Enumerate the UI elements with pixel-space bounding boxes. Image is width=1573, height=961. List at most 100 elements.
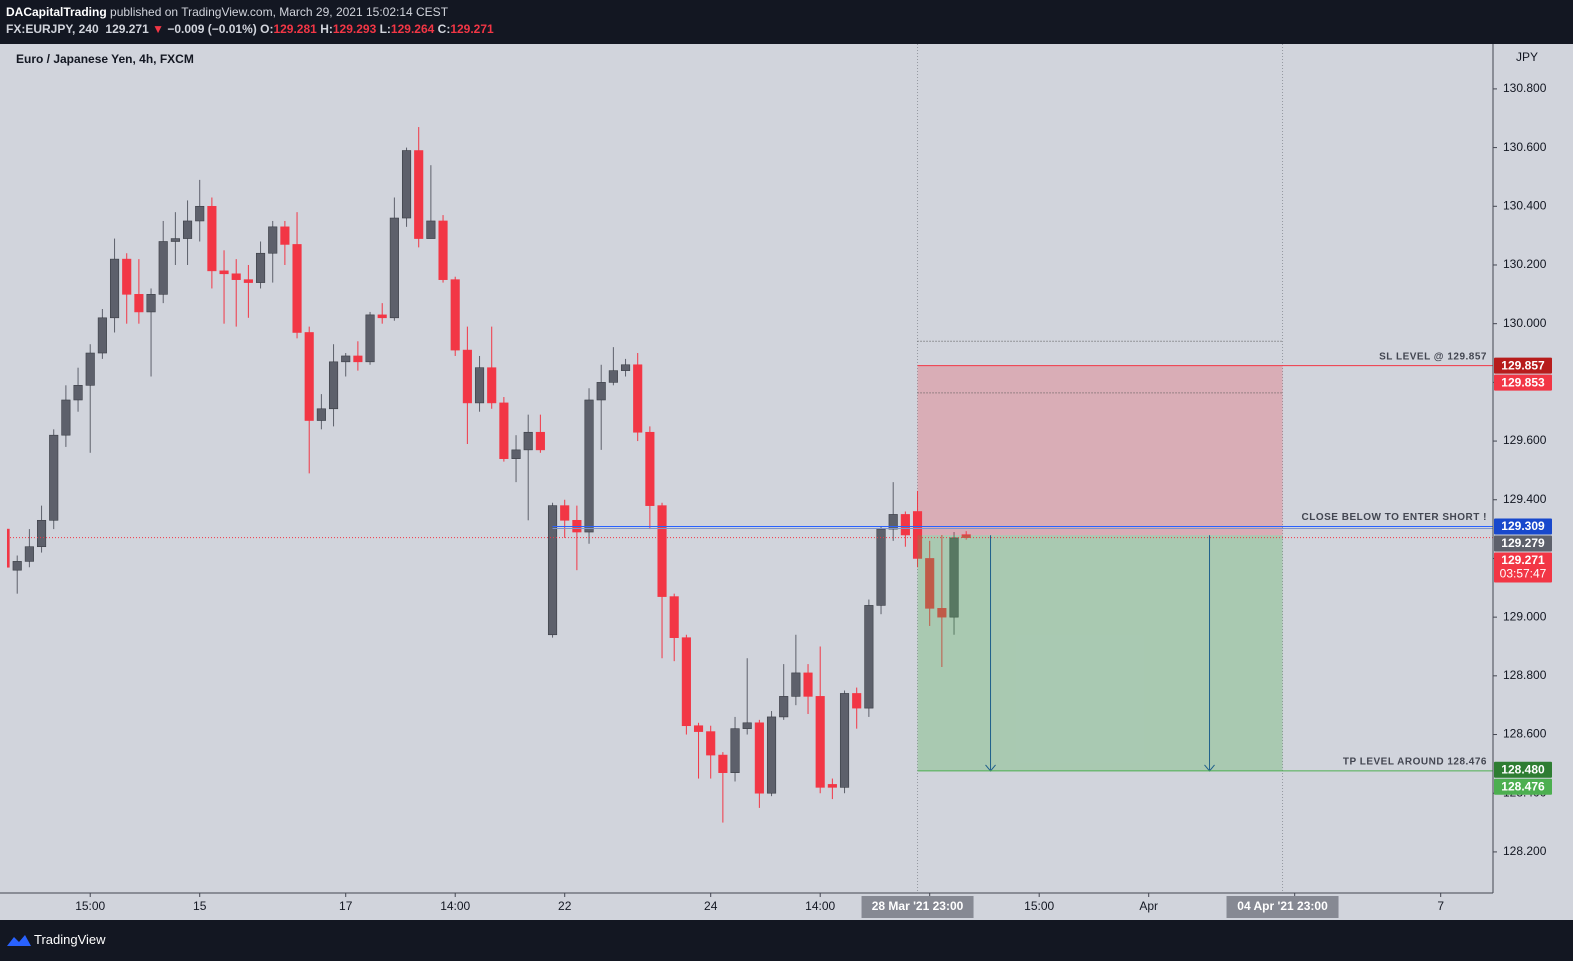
candle-body — [12, 561, 22, 571]
price-badge — [1494, 552, 1552, 583]
candle-body — [827, 784, 837, 788]
candle-body — [304, 332, 314, 421]
x-tick-label: 7 — [1437, 899, 1444, 913]
candle-body — [815, 696, 825, 788]
candle-body — [255, 252, 266, 283]
candle-body — [669, 596, 679, 638]
candle-body — [876, 528, 886, 606]
price-badge — [1494, 778, 1552, 795]
x-tick-label: 22 — [558, 899, 572, 913]
candle-body — [195, 205, 205, 222]
x-tick-label: 15 — [193, 899, 207, 913]
y-tick-label: 130.200 — [1503, 257, 1547, 271]
x-highlight-label: 04 Apr '21 23:00 — [1237, 899, 1328, 913]
candle-body — [742, 722, 752, 729]
candle-body — [414, 150, 424, 239]
x-tick-label: 15:00 — [75, 899, 105, 913]
candle-body — [766, 716, 777, 794]
candle-body — [450, 279, 460, 351]
y-tick-label: 128.800 — [1503, 668, 1547, 682]
low: 129.264 — [390, 22, 435, 36]
candle-body — [438, 220, 448, 280]
candle-body — [462, 349, 472, 404]
price-badge-label: 128.480 — [1501, 762, 1545, 776]
candle-body — [24, 546, 34, 562]
candle-body — [122, 258, 132, 295]
candle-body — [754, 722, 764, 794]
candle-body — [888, 514, 898, 530]
candle-body — [292, 244, 302, 333]
symbol-line: FX:EURJPY, 240 129.271 ▼ −0.009 (−0.01%)… — [6, 22, 494, 36]
candle-body — [925, 558, 935, 609]
candle-body — [839, 693, 850, 788]
y-tick-label: 130.600 — [1503, 140, 1547, 154]
candle-body — [401, 150, 412, 219]
low-label: L: — [379, 22, 391, 36]
candle-body — [85, 352, 95, 386]
candle-body — [693, 725, 704, 732]
chart-background — [0, 44, 1573, 920]
candle-body — [328, 361, 339, 410]
price-badge-label: 129.279 — [1501, 536, 1545, 550]
price-badge — [1494, 761, 1552, 778]
candle-body — [523, 431, 533, 451]
stop-zone — [917, 365, 1283, 536]
x-highlight-label: 28 Mar '21 23:00 — [872, 899, 964, 913]
high-label: H: — [320, 22, 333, 36]
y-tick-label: 130.000 — [1503, 316, 1547, 330]
price-badge-label: 129.271 — [1501, 553, 1545, 567]
candle-body — [219, 270, 229, 275]
author: DACapitalTrading — [6, 5, 107, 19]
y-tick-label: 130.800 — [1503, 81, 1547, 95]
candle-body — [584, 399, 594, 533]
target-zone — [917, 535, 1283, 771]
y-tick-label: 129.000 — [1503, 609, 1547, 623]
high: 129.293 — [332, 22, 377, 36]
candle-body — [499, 402, 509, 459]
candle-body — [937, 608, 947, 618]
y-tick-label: 128.600 — [1503, 727, 1547, 741]
candle-body — [268, 226, 278, 254]
currency: JPY — [1516, 50, 1538, 64]
candle-body — [949, 537, 959, 618]
candle-body — [633, 364, 643, 433]
change: −0.009 (−0.01%) — [167, 22, 257, 36]
candle-body — [645, 431, 655, 506]
candle-body — [706, 731, 716, 756]
candle-body — [365, 314, 375, 363]
candle-body — [681, 637, 691, 727]
candle-body — [852, 693, 862, 709]
candle-body — [36, 519, 47, 548]
candle-body — [791, 672, 801, 697]
footer: TradingView — [0, 920, 1573, 961]
change-arrow: ▼ — [152, 22, 165, 36]
candle-body — [864, 605, 874, 709]
candle-body — [377, 314, 387, 319]
x-tick-label: 17 — [339, 899, 353, 913]
candle-body — [620, 364, 631, 371]
candle-body — [803, 672, 813, 697]
candle-body — [426, 220, 436, 239]
annotation: SL LEVEL @ 129.857 — [1379, 351, 1487, 362]
price-badge-label: 128.476 — [1501, 779, 1545, 793]
candle-body — [389, 217, 399, 319]
publish-line: DACapitalTrading published on TradingVie… — [6, 5, 448, 19]
annotation: TP LEVEL AROUND 128.476 — [1343, 757, 1487, 768]
price-badge — [1494, 357, 1552, 374]
annotation: CLOSE BELOW TO ENTER SHORT ! — [1302, 512, 1487, 523]
plot: SL LEVEL @ 129.857 CLOSE BELOW TO ENTER S… — [7, 44, 1493, 893]
brand: TradingView — [34, 932, 106, 947]
candle-body — [97, 317, 107, 354]
x-tick-label: 24 — [704, 899, 718, 913]
open: 129.281 — [273, 22, 317, 36]
candle-body — [961, 534, 971, 538]
open-label: O: — [260, 22, 274, 36]
candle-body — [146, 294, 156, 313]
close-label: C: — [437, 22, 451, 36]
countdown: 03:57:47 — [1500, 567, 1547, 581]
candle-body — [61, 399, 71, 436]
candle-body — [487, 367, 497, 404]
last-price: 129.271 — [105, 22, 149, 36]
candle-body — [608, 370, 618, 383]
x-tick-label: Apr — [1139, 899, 1158, 913]
